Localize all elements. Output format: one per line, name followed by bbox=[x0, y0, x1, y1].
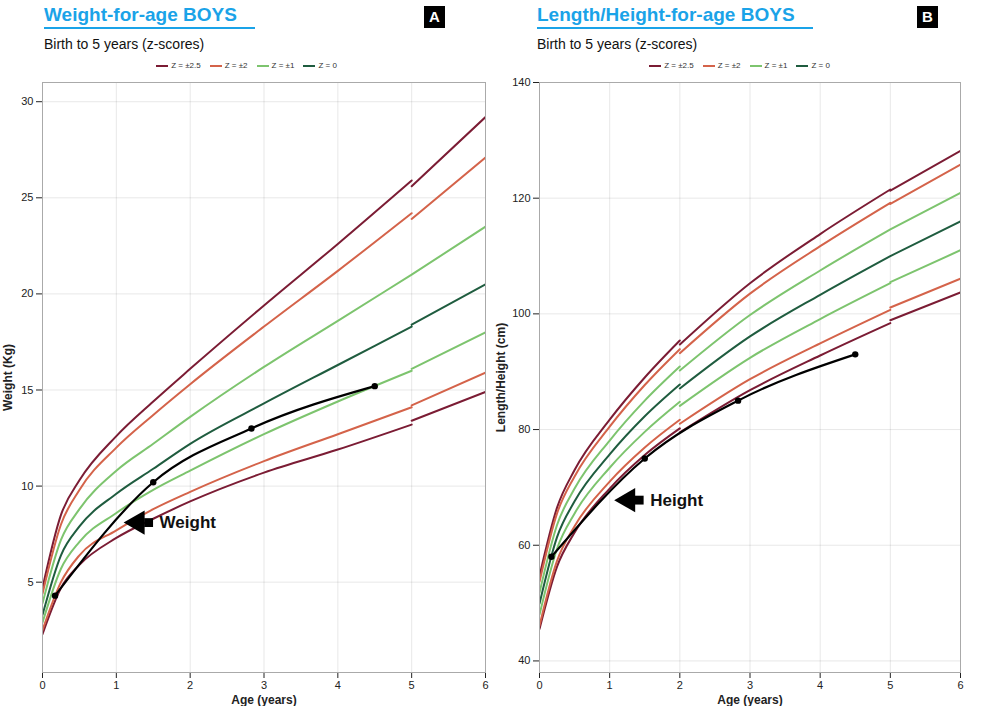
svg-text:4: 4 bbox=[817, 679, 823, 691]
svg-text:0: 0 bbox=[39, 679, 45, 691]
html-text:Z = ±1: Z = ±1 bbox=[271, 61, 295, 70]
svg-text:0: 0 bbox=[536, 679, 542, 691]
html-text:Z = ±2.5: Z = ±2.5 bbox=[171, 61, 201, 70]
html-text:Z = ±1: Z = ±1 bbox=[764, 61, 788, 70]
svg-text:60: 60 bbox=[518, 539, 530, 551]
svg-text:6: 6 bbox=[957, 679, 963, 691]
html-text:Z = ±2.5: Z = ±2.5 bbox=[664, 61, 694, 70]
svg-text:2: 2 bbox=[677, 679, 683, 691]
svg-text:15: 15 bbox=[21, 384, 33, 396]
svg-text:5: 5 bbox=[27, 576, 33, 588]
svg-text:Weight: Weight bbox=[160, 513, 217, 532]
svg-text:1: 1 bbox=[607, 679, 613, 691]
html-text:Z = ±2: Z = ±2 bbox=[717, 61, 741, 70]
svg-text:120: 120 bbox=[512, 192, 530, 204]
svg-text:30: 30 bbox=[21, 95, 33, 107]
svg-text:5: 5 bbox=[409, 679, 415, 691]
svg-text:Age (years): Age (years) bbox=[231, 693, 296, 707]
svg-text:Weight (Kg): Weight (Kg) bbox=[1, 344, 15, 411]
svg-text:Length/Height (cm): Length/Height (cm) bbox=[494, 323, 508, 432]
svg-text:4: 4 bbox=[335, 679, 341, 691]
html-text:Length/Height-for-age BOYS: Length/Height-for-age BOYS bbox=[537, 4, 795, 25]
svg-text:25: 25 bbox=[21, 191, 33, 203]
html-text:Z = 0: Z = 0 bbox=[318, 61, 337, 70]
svg-text:1: 1 bbox=[113, 679, 119, 691]
svg-text:80: 80 bbox=[518, 423, 530, 435]
svg-text:20: 20 bbox=[21, 287, 33, 299]
html-text:Z = 0: Z = 0 bbox=[811, 61, 830, 70]
svg-text:3: 3 bbox=[261, 679, 267, 691]
html-text:A: A bbox=[429, 8, 440, 25]
svg-text:140: 140 bbox=[512, 76, 530, 88]
svg-text:2: 2 bbox=[187, 679, 193, 691]
svg-text:Height: Height bbox=[650, 491, 703, 510]
svg-text:5: 5 bbox=[887, 679, 893, 691]
svg-text:100: 100 bbox=[512, 307, 530, 319]
svg-text:3: 3 bbox=[747, 679, 753, 691]
html-text:Birth to 5 years (z-scores): Birth to 5 years (z-scores) bbox=[537, 36, 698, 52]
html-text:B: B bbox=[922, 8, 933, 25]
html-text:Birth to 5 years (z-scores): Birth to 5 years (z-scores) bbox=[44, 36, 205, 52]
html-text:Weight-for-age BOYS: Weight-for-age BOYS bbox=[44, 4, 237, 25]
svg-text:40: 40 bbox=[518, 654, 530, 666]
svg-text:Age (years): Age (years) bbox=[717, 693, 782, 707]
html-text:Z = ±2: Z = ±2 bbox=[224, 61, 248, 70]
svg-text:6: 6 bbox=[482, 679, 488, 691]
svg-text:10: 10 bbox=[21, 480, 33, 492]
